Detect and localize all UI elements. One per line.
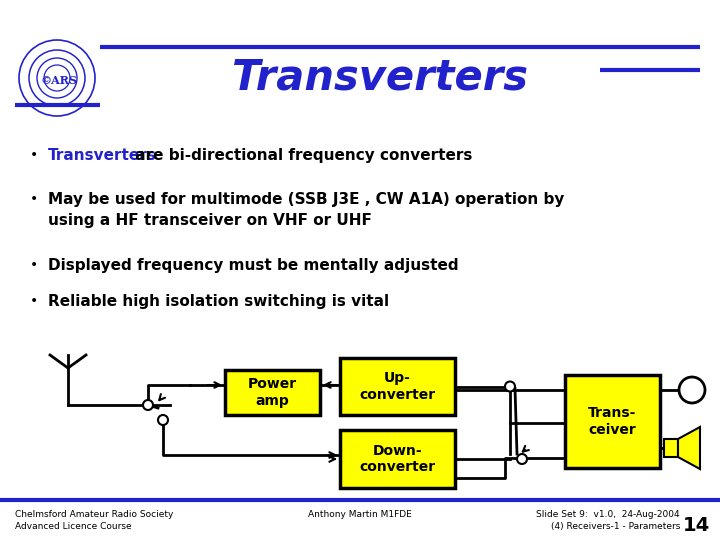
Text: Power
amp: Power amp: [248, 377, 297, 408]
Text: Displayed frequency must be mentally adjusted: Displayed frequency must be mentally adj…: [48, 258, 459, 273]
Text: (4) Receivers-1 - Parameters: (4) Receivers-1 - Parameters: [551, 522, 680, 531]
Text: ©ARS: ©ARS: [40, 75, 78, 85]
Polygon shape: [678, 427, 700, 469]
FancyBboxPatch shape: [565, 375, 660, 468]
Text: Trans-
ceiver: Trans- ceiver: [588, 407, 636, 437]
Text: Reliable high isolation switching is vital: Reliable high isolation switching is vit…: [48, 294, 389, 309]
Text: •: •: [30, 294, 38, 308]
FancyBboxPatch shape: [664, 439, 678, 457]
Text: May be used for multimode (SSB J3E , CW A1A) operation by
using a HF transceiver: May be used for multimode (SSB J3E , CW …: [48, 192, 564, 228]
Text: Slide Set 9:  v1.0,  24-Aug-2004: Slide Set 9: v1.0, 24-Aug-2004: [536, 510, 680, 519]
Text: 14: 14: [683, 516, 710, 535]
Text: •: •: [30, 258, 38, 272]
Text: Transverters: Transverters: [48, 148, 157, 163]
FancyBboxPatch shape: [340, 358, 455, 415]
Text: Advanced Licence Course: Advanced Licence Course: [15, 522, 132, 531]
Text: are bi-directional frequency converters: are bi-directional frequency converters: [130, 148, 472, 163]
Circle shape: [679, 377, 705, 403]
Text: •: •: [30, 192, 38, 206]
Text: Anthony Martin M1FDE: Anthony Martin M1FDE: [308, 510, 412, 519]
Circle shape: [505, 381, 515, 391]
Text: Chelmsford Amateur Radio Society: Chelmsford Amateur Radio Society: [15, 510, 174, 519]
Circle shape: [143, 400, 153, 410]
Circle shape: [517, 454, 527, 464]
FancyBboxPatch shape: [340, 430, 455, 488]
Text: •: •: [30, 148, 38, 162]
Text: Up-
converter: Up- converter: [359, 372, 436, 402]
Text: Transverters: Transverters: [232, 57, 528, 99]
FancyBboxPatch shape: [225, 370, 320, 415]
Text: Down-
converter: Down- converter: [359, 444, 436, 474]
Circle shape: [158, 415, 168, 425]
